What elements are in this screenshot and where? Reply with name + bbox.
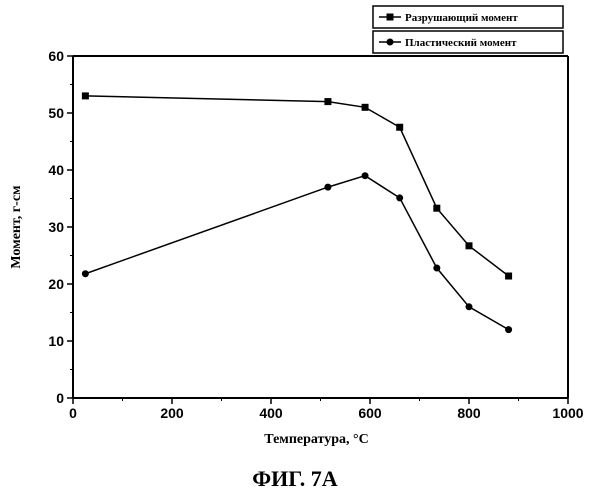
y-tick-label: 0 bbox=[56, 390, 64, 406]
data-point-circle bbox=[466, 303, 473, 310]
legend-marker-square bbox=[387, 14, 394, 21]
legend-label: Пластический момент bbox=[405, 37, 517, 49]
y-axis-title: Момент, г-см bbox=[9, 185, 24, 269]
data-point-square bbox=[433, 205, 440, 212]
y-tick-label: 40 bbox=[48, 162, 64, 178]
series-line-2 bbox=[85, 176, 508, 330]
data-point-circle bbox=[433, 265, 440, 272]
data-point-circle bbox=[396, 194, 403, 201]
y-tick-label: 20 bbox=[48, 276, 64, 292]
legend-marker-circle bbox=[387, 39, 394, 46]
y-tick-label: 60 bbox=[48, 48, 64, 64]
legend: Разрушающий момент Пластический момент bbox=[373, 6, 563, 53]
plot-area bbox=[82, 92, 512, 333]
x-tick-label: 0 bbox=[69, 405, 77, 421]
data-point-circle bbox=[362, 172, 369, 179]
x-tick-label: 800 bbox=[457, 405, 481, 421]
legend-label: Разрушающий момент bbox=[405, 12, 518, 24]
y-tick-label: 10 bbox=[48, 333, 64, 349]
x-tick-label: 200 bbox=[160, 405, 184, 421]
x-axis-title: Температура, °С bbox=[264, 432, 368, 447]
y-tick-label: 30 bbox=[48, 219, 64, 235]
series-line-1 bbox=[85, 96, 508, 276]
x-tick-label: 400 bbox=[259, 405, 283, 421]
figure-caption: ФИГ. 7А bbox=[0, 466, 590, 492]
line-chart: 0 200 400 600 800 1000 0 10 20 30 40 50 60 Температур… bbox=[0, 0, 590, 460]
data-point-square bbox=[396, 124, 403, 131]
data-point-circle bbox=[324, 184, 331, 191]
data-point-circle bbox=[505, 326, 512, 333]
data-point-circle bbox=[82, 270, 89, 277]
x-tick-label: 1000 bbox=[552, 405, 583, 421]
data-point-square bbox=[362, 104, 369, 111]
x-tick-label: 600 bbox=[358, 405, 382, 421]
y-tick-label: 50 bbox=[48, 105, 64, 121]
axes: 0 200 400 600 800 1000 0 10 20 30 40 50 60 Температур… bbox=[9, 48, 584, 447]
data-point-square bbox=[505, 273, 512, 280]
data-point-square bbox=[466, 242, 473, 249]
data-point-square bbox=[82, 92, 89, 99]
data-point-square bbox=[324, 98, 331, 105]
